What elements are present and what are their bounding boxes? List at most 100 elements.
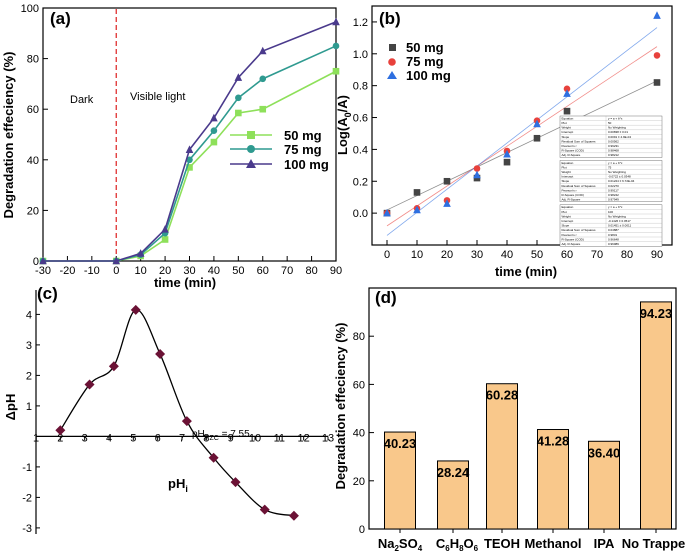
legend-marker-50mg-b	[389, 44, 396, 51]
bar-value-label: 41.28	[537, 434, 570, 449]
x-tick-label: 2	[57, 432, 63, 444]
y-tick-label: 2	[26, 370, 32, 382]
fit-table-key: Weight	[562, 214, 571, 218]
pzc-sub: PZC	[205, 435, 219, 442]
xlabel-sub: i	[185, 484, 188, 494]
fit-table-key: R-Square (COD)	[562, 193, 584, 197]
fit-table-value: -0.1426 ± 0.0517	[608, 219, 631, 223]
fit-table	[559, 115, 663, 158]
fit-line	[386, 46, 658, 227]
x-tick-label: 0	[384, 249, 390, 261]
fit-table-key: Slope	[562, 135, 570, 139]
x-tick-label: 11	[274, 432, 285, 444]
x-tick-label: 40	[208, 265, 220, 277]
x-tick-label: 7	[179, 432, 185, 444]
y-tick-label: 40	[27, 155, 39, 167]
x-tick-label: 1	[33, 432, 39, 444]
y-tick-label: -1	[22, 462, 32, 474]
fit-table-value: 0.00838 ± 0.01	[608, 130, 628, 134]
x-tick-label: 30	[471, 249, 483, 261]
data-point	[443, 199, 451, 207]
fit-table-value: 100	[608, 210, 613, 214]
fit-table-value: No Weighting	[608, 214, 626, 218]
panel-c-label: (c)	[37, 284, 58, 303]
panel-b-legend: 50 mg 75 mg 100 mg	[387, 40, 451, 83]
fit-table-value: 75	[608, 165, 612, 169]
data-point	[186, 156, 193, 164]
fit-table-value: 0.02270	[608, 184, 619, 188]
panel-b-xlabel: time (min)	[495, 264, 557, 279]
data-point	[533, 134, 541, 142]
data-point	[503, 158, 511, 166]
pzc-tail: = 7.55	[219, 429, 250, 440]
legend-marker-100mg	[246, 159, 256, 168]
x-tick-label: 30	[183, 265, 195, 277]
panel-c-pzc-chart: (c) ΔpH pHi pHPZC = 7.55 1 2 3 4 5 6 7 8 9 10 11 12…	[3, 284, 334, 535]
data-point	[533, 119, 541, 128]
x-tick-label: 70	[591, 249, 603, 261]
fit-table-value: 0.99117	[608, 188, 619, 192]
x-tick-label: 70	[281, 265, 293, 277]
fit-table-value: 0.98468	[608, 149, 619, 153]
fit-table-key: Plot	[562, 165, 567, 169]
data-point	[39, 256, 47, 265]
panel-a-xlabel: time (min)	[154, 275, 216, 290]
fit-table-key: Plot	[562, 210, 567, 214]
fit-table-key: Pearson's r	[562, 233, 577, 237]
y-tick-label: 1.2	[353, 17, 368, 29]
panel-d-bars: 40.23 28.24 60.28 41.28 36.40 94.23	[384, 301, 672, 533]
bar-value-label: 36.40	[588, 445, 621, 460]
panel-b-points	[383, 11, 661, 217]
y-tick-label: 4	[26, 309, 32, 321]
x-tick-label: 50	[531, 249, 543, 261]
fit-table-value: y = a + b*x	[608, 161, 623, 165]
data-point	[136, 249, 145, 257]
data-point	[155, 349, 166, 360]
panel-a-legend: 50 mg 75 mg 100 mg	[230, 128, 329, 172]
dark-annotation: Dark	[70, 94, 94, 106]
x-tick-label: 50	[232, 265, 244, 277]
y-tick-label: 0	[359, 524, 365, 536]
fit-table-key: Pearson's r	[562, 188, 577, 192]
panel-b-label: (b)	[379, 9, 401, 28]
data-point	[235, 94, 242, 102]
ylabel-sub: 0	[343, 112, 353, 117]
y-tick-label: -2	[22, 492, 32, 504]
data-point	[186, 164, 193, 171]
fit-table-key: Equation	[562, 161, 574, 165]
legend-item-50mg: 50 mg	[230, 128, 322, 143]
data-point	[653, 11, 661, 19]
category-label-na2so4: Na2SO4	[378, 536, 423, 553]
x-tick-label: 80	[621, 249, 633, 261]
y-tick-label: 60	[27, 104, 39, 116]
data-point	[413, 205, 421, 214]
x-tick-label: 13	[322, 432, 334, 444]
data-point	[503, 149, 511, 158]
data-point	[332, 42, 340, 50]
y-tick-label: 20	[27, 205, 39, 217]
panel-d-category-labels: Na2SO4 C6H8O6 TEOH Methanol IPA No Trapp…	[378, 536, 685, 553]
ylabel-main: Log(A	[335, 117, 350, 155]
fit-table-value: 0.99231	[608, 144, 619, 148]
panel-a-label: (a)	[50, 9, 71, 28]
legend-marker-50mg	[247, 131, 255, 139]
data-point	[130, 304, 141, 315]
fit-table-value: 0.97949	[608, 198, 619, 202]
fit-table-key: Plot	[562, 121, 567, 125]
legend-label-50mg-b: 50 mg	[406, 40, 444, 55]
x-tick-label: 3	[82, 432, 88, 444]
fit-table-value: 0.01451 ± 0.0011	[608, 224, 631, 228]
fit-table-value: -0.0722 ± 0.0348	[608, 175, 631, 179]
data-point	[181, 416, 192, 427]
fit-table-value: 0.04887	[608, 228, 619, 232]
y-tick-label: 80	[27, 54, 39, 66]
y-tick-label: 0.2	[353, 176, 368, 188]
category-label-teoh: TEOH	[484, 536, 520, 551]
legend-marker-75mg	[247, 145, 255, 153]
panel-d-ticks: 0 20 40 60 80	[353, 331, 374, 536]
y-tick-label: 0.8	[353, 81, 368, 93]
data-point	[230, 477, 241, 488]
panel-a-series	[39, 17, 340, 265]
panel-d-label: (d)	[375, 288, 397, 307]
panel-a-ylabel: Degradation effeciency (%)	[1, 52, 16, 219]
